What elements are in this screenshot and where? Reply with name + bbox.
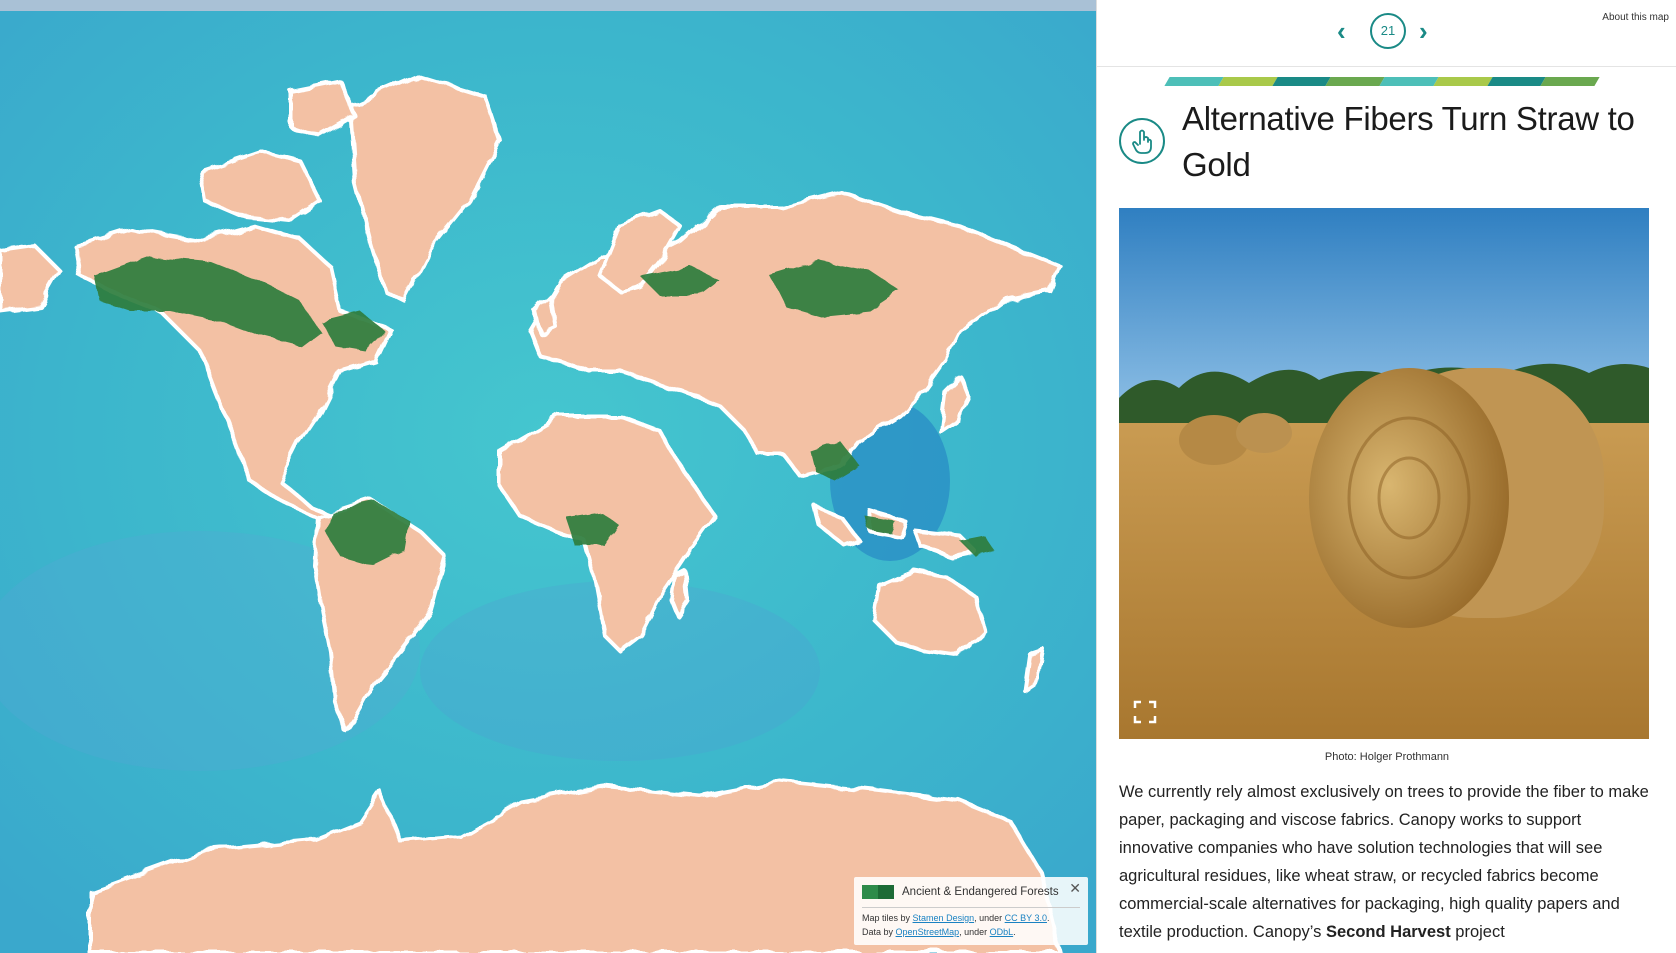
story-photo[interactable] (1119, 208, 1649, 739)
islands-new-zealand (1023, 649, 1047, 693)
story-panel: ‹ 21 › About this map Alternative Fibers… (1096, 0, 1676, 953)
odbl-link[interactable]: ODbL (989, 927, 1014, 937)
hand-pointer-icon (1119, 118, 1165, 164)
continent-siberia-west-edge (0, 244, 62, 313)
close-icon[interactable]: ✕ (1069, 880, 1081, 896)
page-number: 21 (1370, 13, 1406, 49)
hay-bale-far (1236, 413, 1292, 453)
body-text: We currently rely almost exclusively on … (1119, 783, 1649, 941)
map-legend: ✕ Ancient & Endangered Forests Map tiles… (854, 877, 1088, 945)
ocean-wash (420, 581, 820, 761)
swatch-color-1 (862, 885, 878, 899)
stamen-link[interactable]: Stamen Design (912, 913, 975, 923)
attrib-tiles-mid: , under (974, 913, 1003, 923)
attrib-tiles-prefix: Map tiles by (862, 913, 911, 923)
about-map-link[interactable]: About this map (1602, 12, 1669, 23)
island-madagascar (670, 569, 690, 618)
forest-canada (95, 256, 320, 346)
ocean-wash (0, 531, 420, 771)
continent-greenland (348, 74, 502, 303)
attrib-data-mid: , under (959, 927, 988, 937)
stripe-segment (1433, 77, 1493, 86)
forest-swatch (862, 885, 894, 899)
world-map[interactable]: ✕ Ancient & Endangered Forests Map tiles… (0, 0, 1096, 953)
map-top-bar (0, 0, 1096, 11)
body-text-end: project (1450, 923, 1505, 941)
hay-bale-swirl (1377, 456, 1441, 540)
stripe-segment (1486, 77, 1546, 86)
forest-canada-east (320, 311, 385, 351)
map-tiles[interactable] (0, 11, 1096, 953)
story-nav: ‹ 21 › About this map (1097, 0, 1676, 67)
forest-borneo (865, 516, 895, 533)
continent-scandinavia (598, 209, 682, 293)
story-body: We currently rely almost exclusively on … (1119, 778, 1659, 946)
cc-license-link[interactable]: CC BY 3.0 (1004, 913, 1047, 923)
photo-caption: Photo: Holger Prothmann (1324, 751, 1450, 763)
expand-icon[interactable] (1133, 700, 1157, 724)
chevron-left-icon[interactable]: ‹ (1337, 16, 1346, 46)
forest-congo (565, 511, 620, 546)
stripe-segment (1325, 77, 1385, 86)
forest-siberia (770, 261, 900, 316)
map-attribution: Map tiles by Stamen Design, under CC BY … (862, 907, 1080, 939)
stripe-segment (1218, 77, 1278, 86)
islands-uk (533, 294, 557, 335)
forest-se-asia (810, 441, 860, 481)
hay-bale-swirl (1347, 416, 1471, 580)
islands-japan (938, 374, 970, 433)
swatch-color-2 (878, 885, 894, 899)
osm-link[interactable]: OpenStreetMap (895, 927, 960, 937)
attrib-data-end: . (1013, 927, 1016, 937)
legend-label: Ancient & Endangered Forests (902, 886, 1059, 898)
attrib-tiles-end: . (1047, 913, 1050, 923)
second-harvest-link[interactable]: Second Harvest (1325, 923, 1451, 941)
arctic-islands (288, 79, 357, 138)
hay-bale-face (1309, 368, 1509, 628)
stripe-segment (1271, 77, 1331, 86)
stripe-segment (1540, 77, 1600, 86)
stripe-segment (1164, 77, 1224, 86)
stripe-segment (1379, 77, 1439, 86)
continent-eurasia (528, 189, 1062, 478)
chevron-right-icon[interactable]: › (1419, 16, 1428, 46)
islands-indonesia (913, 529, 977, 558)
forest-tasmania (960, 536, 995, 556)
forest-amazon (325, 501, 410, 566)
color-stripe (1164, 77, 1600, 86)
arctic-islands (198, 149, 322, 223)
attrib-data-prefix: Data by (862, 927, 894, 937)
forest-russia-west (640, 266, 720, 296)
hay-bale-far (1179, 415, 1249, 465)
islands-indonesia (813, 504, 862, 548)
continent-australia (873, 569, 987, 658)
story-headline: Alternative Fibers Turn Straw to Gold (1182, 100, 1635, 183)
